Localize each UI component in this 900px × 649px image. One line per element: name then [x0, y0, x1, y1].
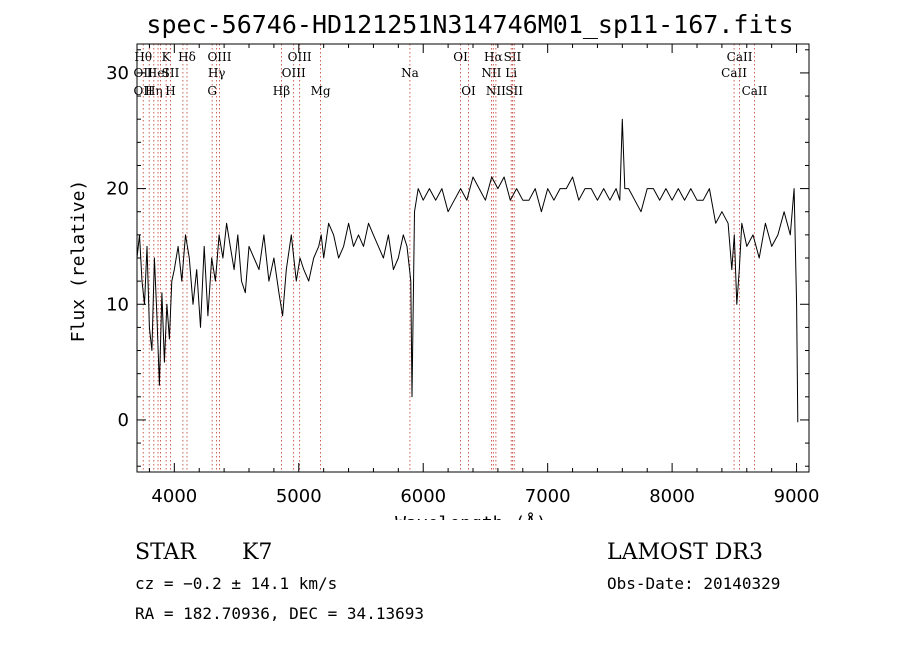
line-marker-label: Hη	[145, 84, 163, 98]
line-marker-label: Li	[505, 66, 517, 80]
y-axis-label: Flux (relative)	[68, 180, 89, 343]
y-tick-label: 20	[106, 179, 129, 200]
line-marker-label: OI	[453, 50, 468, 64]
x-tick-label: 9000	[774, 486, 820, 507]
line-marker-label: Hδ	[178, 50, 196, 64]
spectral-line-markers: HθOIIOIIHηHeIKSIIHHδGHγOIIIHβOIIIOIIIMgN…	[134, 44, 768, 472]
chart-title: spec-56746-HD121251N314746M01_sp11-167.f…	[146, 10, 793, 39]
line-marker-label: Hθ	[134, 50, 152, 64]
line-marker-label: HeI	[147, 66, 170, 80]
line-marker-label: OIII	[288, 50, 312, 64]
line-marker-label: Hα	[484, 50, 503, 64]
line-marker-label: NII	[481, 66, 501, 80]
redshift-cz: cz = −0.2 ± 14.1 km/s	[135, 574, 338, 593]
y-tick-label: 30	[106, 63, 129, 84]
line-marker-label: CaII	[727, 50, 753, 64]
line-marker-label: K	[162, 50, 172, 64]
x-tick-label: 6000	[400, 486, 446, 507]
y-tick-label: 10	[106, 294, 129, 315]
x-axis-label: Wavelength (Å)	[395, 512, 547, 520]
spectrum-chart: spec-56746-HD121251N314746M01_sp11-167.f…	[68, 10, 819, 520]
line-marker-label: OI	[461, 84, 476, 98]
line-marker-label: SII	[162, 66, 180, 80]
observation-date: Obs-Date: 20140329	[607, 574, 781, 593]
line-marker-label: OII	[134, 84, 154, 98]
ra-dec-coordinates: RA = 182.70936, DEC = 34.13693	[135, 604, 424, 623]
x-tick-label: 5000	[276, 486, 322, 507]
x-tick-label: 4000	[151, 486, 197, 507]
object-class: STAR	[135, 540, 196, 565]
line-marker-label: NII	[486, 84, 506, 98]
y-tick-label: 0	[118, 410, 129, 431]
survey-name: LAMOST DR3	[607, 540, 763, 565]
series-line-flux	[136, 118, 799, 423]
axis-ticks: 4000 5000 6000 7000 8000 9000 0 10 20 30	[106, 44, 819, 507]
line-marker-label: SII	[505, 84, 523, 98]
line-marker-label: G	[207, 84, 217, 98]
x-tick-label: 7000	[525, 486, 571, 507]
plot-frame	[136, 43, 810, 473]
line-marker-label: Hγ	[208, 66, 226, 80]
line-marker-label: Mg	[311, 84, 331, 98]
line-marker-label: CaII	[742, 84, 768, 98]
line-marker-label: H	[165, 84, 175, 98]
line-marker-label: Hβ	[273, 84, 290, 98]
line-marker-label: Na	[401, 66, 419, 80]
line-marker-label: OIII	[282, 66, 306, 80]
x-tick-label: 8000	[649, 486, 695, 507]
line-marker-label: SII	[504, 50, 522, 64]
object-subclass: K7	[242, 540, 273, 565]
line-marker-label: CaII	[721, 66, 747, 80]
line-marker-label: OIII	[207, 50, 231, 64]
series-group	[136, 118, 799, 423]
